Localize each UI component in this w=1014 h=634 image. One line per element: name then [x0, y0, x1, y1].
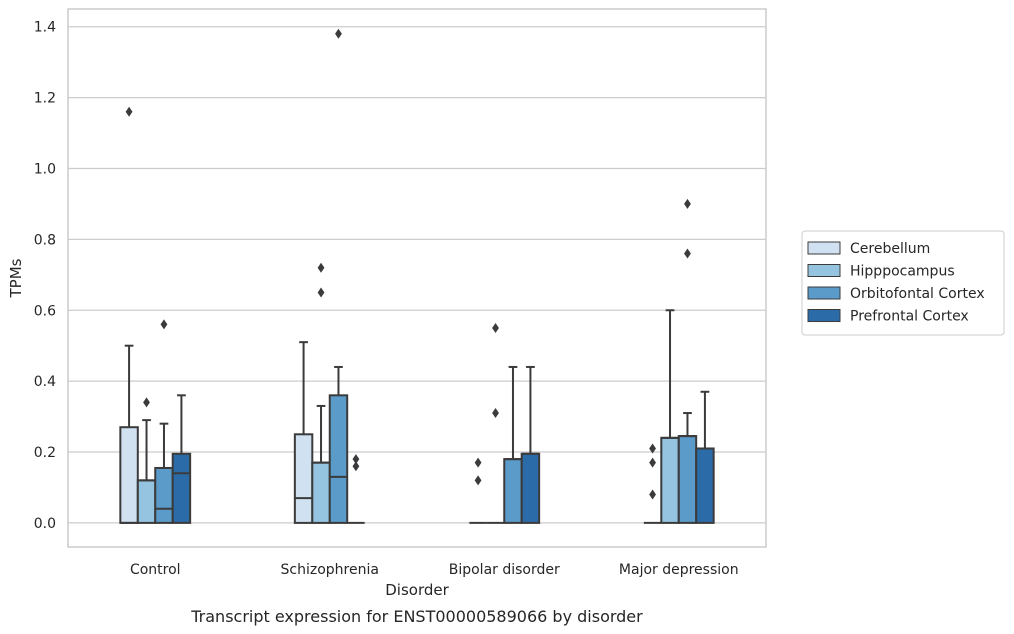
chart-caption: Transcript expression for ENST0000058906… — [190, 607, 643, 626]
box-cerebellum — [293, 341, 314, 524]
y-tick-label: 1.2 — [34, 91, 56, 107]
box-rect — [660, 436, 680, 524]
box-cerebellum — [643, 443, 662, 524]
box-rect — [171, 452, 192, 524]
legend-label: Hipppocampus — [850, 264, 955, 280]
box-rect — [311, 461, 331, 524]
outlier-point — [143, 397, 150, 408]
legend: Cerebellum Hipppocampus Orbitofontal Corte… — [801, 230, 1005, 336]
box-hipppocampus — [486, 322, 505, 524]
y-tick-label: 1.4 — [34, 20, 56, 36]
box-orbitofontal-cortex — [677, 198, 698, 524]
y-tick-label: 0.4 — [34, 374, 56, 390]
box-prefrontal-cortex — [520, 365, 541, 524]
legend-frame — [801, 230, 1005, 336]
outlier-point — [649, 457, 656, 468]
outlier-point — [684, 248, 691, 259]
outlier-point — [160, 319, 168, 330]
x-tick-label: Schizophrenia — [281, 562, 379, 578]
x-tick-label: Major depression — [619, 562, 739, 578]
box-orbitofontal-cortex — [328, 28, 349, 524]
box-prefrontal-cortex — [171, 394, 192, 524]
y-tick-label: 0.8 — [34, 232, 56, 248]
box-rect — [503, 458, 523, 524]
box-orbitofontal-cortex — [154, 319, 174, 524]
outlier-point — [684, 198, 691, 209]
legend-swatch — [807, 241, 841, 255]
box-prefrontal-cortex — [347, 454, 365, 524]
box-rect — [328, 394, 349, 524]
legend-swatch — [807, 286, 841, 300]
outlier-point — [649, 489, 656, 500]
box-cerebellum — [469, 457, 487, 524]
plot-frame — [67, 8, 767, 548]
outlier-point — [335, 28, 342, 39]
legend-label: Prefrontal Cortex — [850, 309, 969, 325]
boxes-layer — [119, 28, 715, 524]
outlier-point — [474, 475, 482, 486]
box-rect — [520, 452, 541, 524]
outlier-point — [649, 443, 656, 454]
legend-label: Cerebellum — [850, 241, 930, 257]
box-prefrontal-cortex — [695, 390, 715, 524]
outlier-point — [352, 461, 360, 472]
box-rect — [695, 447, 715, 524]
box-hipppocampus — [311, 262, 331, 524]
x-tick-labels: Control Schizophrenia Bipolar disorder Majo… — [130, 562, 739, 578]
y-tick-label: 0.0 — [34, 516, 56, 532]
box-rect — [136, 479, 157, 524]
outlier-point — [474, 457, 482, 468]
box-hipppocampus — [136, 397, 157, 524]
outlier-point — [317, 287, 325, 298]
legend-label: Orbitofontal Cortex — [850, 286, 985, 302]
legend-swatch — [807, 309, 841, 322]
y-tick-labels: 0.0 0.2 0.4 0.6 0.8 1.0 1.2 1.4 — [34, 20, 56, 532]
box-cerebellum — [119, 106, 139, 524]
legend-swatch — [807, 264, 841, 277]
outlier-point — [125, 106, 133, 117]
box-rect — [677, 435, 698, 524]
y-axis-label: TPMs — [7, 258, 25, 298]
box-rect — [119, 426, 139, 524]
y-tick-label: 0.2 — [34, 445, 56, 461]
x-tick-label: Bipolar disorder — [449, 562, 560, 578]
x-tick-label: Control — [130, 562, 181, 578]
x-axis-label: Disorder — [385, 581, 449, 599]
outlier-point — [492, 322, 499, 333]
y-tick-label: 0.6 — [34, 303, 56, 319]
outlier-point — [492, 408, 499, 419]
outlier-point — [352, 454, 360, 465]
outlier-point — [317, 262, 325, 273]
y-tick-label: 1.0 — [34, 161, 56, 177]
box-rect — [293, 433, 314, 524]
box-hipppocampus — [660, 309, 680, 524]
box-rect — [154, 466, 174, 524]
